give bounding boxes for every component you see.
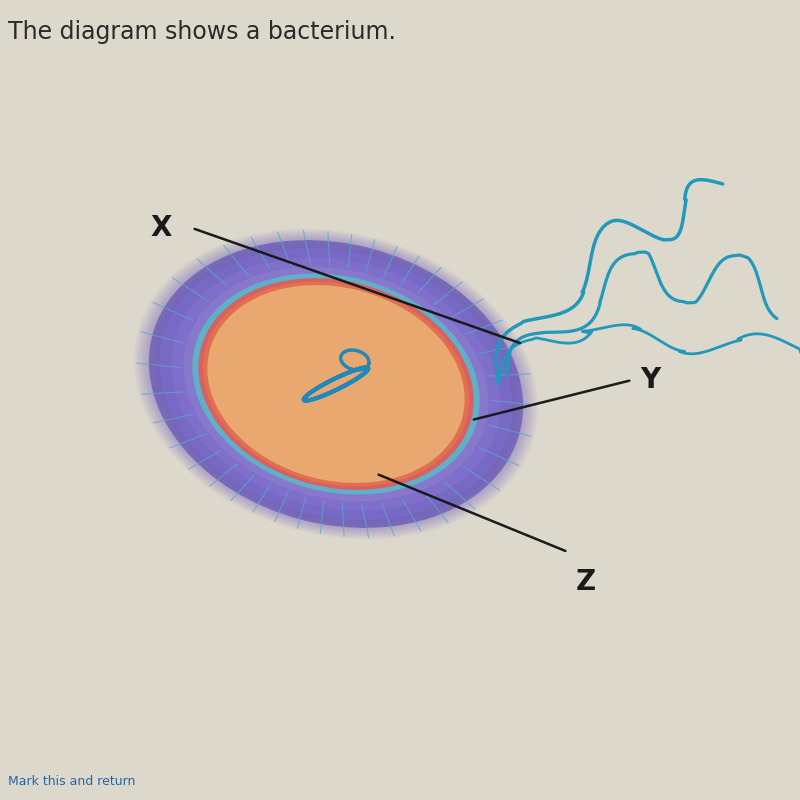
Ellipse shape bbox=[141, 234, 531, 534]
Text: Mark this and return: Mark this and return bbox=[8, 775, 135, 788]
Ellipse shape bbox=[136, 230, 536, 538]
Ellipse shape bbox=[149, 240, 523, 528]
Ellipse shape bbox=[158, 247, 514, 521]
Text: X: X bbox=[150, 214, 172, 242]
Ellipse shape bbox=[143, 235, 529, 533]
Ellipse shape bbox=[183, 266, 489, 502]
Ellipse shape bbox=[171, 258, 501, 510]
Ellipse shape bbox=[134, 229, 538, 539]
Ellipse shape bbox=[138, 232, 534, 536]
Text: The diagram shows a bacterium.: The diagram shows a bacterium. bbox=[8, 20, 396, 44]
Ellipse shape bbox=[203, 282, 469, 486]
Ellipse shape bbox=[157, 246, 515, 522]
Ellipse shape bbox=[207, 285, 465, 483]
Text: Y: Y bbox=[640, 366, 660, 394]
Ellipse shape bbox=[154, 244, 518, 524]
Ellipse shape bbox=[150, 241, 522, 527]
Ellipse shape bbox=[159, 248, 513, 520]
Ellipse shape bbox=[152, 242, 520, 526]
Ellipse shape bbox=[198, 278, 474, 490]
Ellipse shape bbox=[147, 239, 525, 529]
Text: Z: Z bbox=[576, 568, 596, 596]
Ellipse shape bbox=[145, 238, 527, 530]
Ellipse shape bbox=[192, 274, 480, 494]
